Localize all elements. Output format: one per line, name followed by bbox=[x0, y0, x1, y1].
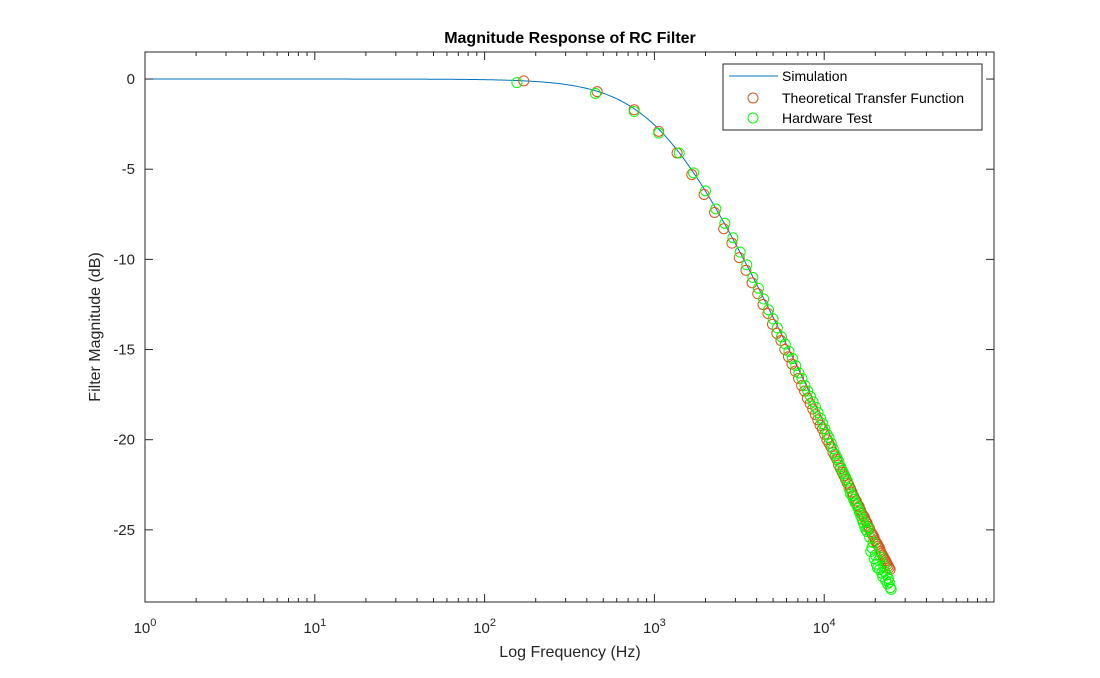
y-tick-label: -20 bbox=[113, 432, 135, 449]
hardware-point bbox=[849, 497, 861, 509]
hardware-point bbox=[812, 407, 824, 419]
hardware-point bbox=[710, 203, 722, 215]
hardware-point bbox=[799, 380, 811, 392]
hardware-point bbox=[867, 536, 879, 548]
hardware-point bbox=[771, 322, 783, 334]
hardware-point bbox=[884, 582, 896, 594]
y-tick-label: -25 bbox=[113, 522, 135, 539]
hardware-point bbox=[843, 482, 855, 494]
axes-layer: 100 101 102 103 104 0 -5 -10 -15 -20 -25 bbox=[113, 51, 995, 637]
legend-theoretical-label: Theoretical Transfer Function bbox=[782, 90, 964, 106]
theoretical-point bbox=[801, 392, 813, 404]
x-tick-label: 104 bbox=[813, 617, 836, 637]
legend-hardware-swatch bbox=[747, 112, 759, 124]
hardware-point bbox=[763, 304, 775, 316]
hardware-point bbox=[727, 232, 739, 244]
theoretical-point bbox=[518, 75, 530, 87]
hardware-point bbox=[814, 412, 826, 424]
theoretical-point bbox=[740, 264, 752, 276]
hardware-point bbox=[802, 385, 814, 397]
theoretical-point bbox=[686, 169, 698, 181]
plot-area bbox=[145, 52, 994, 602]
x-axis-ticks: 100 101 102 103 104 bbox=[134, 52, 987, 637]
hardware-point bbox=[817, 417, 829, 429]
x-tick-label: 100 bbox=[134, 617, 157, 637]
theoretical-point bbox=[733, 252, 745, 264]
x-tick-label: 102 bbox=[473, 617, 496, 637]
hardware-point bbox=[885, 583, 897, 595]
hardware-point bbox=[673, 147, 685, 159]
hardware-point bbox=[883, 576, 895, 588]
hardware-point bbox=[719, 217, 731, 229]
hardware-point bbox=[823, 432, 835, 444]
hardware-points bbox=[511, 77, 897, 595]
hardware-point bbox=[747, 271, 759, 283]
hardware-point bbox=[752, 282, 764, 294]
hardware-point bbox=[734, 246, 746, 258]
hardware-point bbox=[793, 367, 805, 379]
hardware-point bbox=[866, 542, 878, 554]
theoretical-point bbox=[856, 508, 868, 520]
hardware-point bbox=[628, 106, 640, 118]
hardware-point bbox=[779, 338, 791, 350]
y-tick-label: -5 bbox=[122, 161, 135, 178]
x-tick-label: 103 bbox=[643, 617, 666, 637]
hardware-point bbox=[819, 423, 831, 435]
theoretical-point bbox=[718, 223, 730, 235]
hardware-point bbox=[827, 443, 839, 455]
legend-hardware-label: Hardware Test bbox=[782, 110, 872, 126]
x-tick-label: 101 bbox=[303, 617, 326, 637]
hardware-point bbox=[807, 396, 819, 408]
legend-simulation-label: Simulation bbox=[782, 68, 847, 84]
chart-title: Magnitude Response of RC Filter bbox=[444, 30, 696, 47]
theoretical-point bbox=[793, 372, 805, 384]
y-axis-ticks: 0 -5 -10 -15 -20 -25 bbox=[113, 71, 994, 539]
hardware-point bbox=[767, 313, 779, 325]
x-axis-label: Log Frequency (Hz) bbox=[499, 644, 640, 661]
theoretical-point bbox=[804, 398, 816, 410]
hardware-point bbox=[775, 331, 787, 343]
hardware-point bbox=[700, 185, 712, 197]
theoretical-point bbox=[726, 237, 738, 249]
y-tick-label: 0 bbox=[127, 71, 135, 88]
legend-box bbox=[722, 63, 983, 131]
hardware-point bbox=[810, 401, 822, 413]
hardware-point bbox=[860, 524, 872, 536]
theoretical-point bbox=[591, 86, 603, 98]
legend-theoretical-swatch bbox=[747, 92, 759, 104]
hardware-point bbox=[864, 531, 876, 543]
hardware-point bbox=[741, 259, 753, 271]
hardware-point bbox=[825, 437, 837, 449]
axes-box bbox=[144, 51, 995, 603]
hardware-point bbox=[511, 77, 523, 89]
hardware-point bbox=[783, 345, 795, 357]
y-axis-label: Filter Magnitude (dB) bbox=[87, 252, 104, 401]
hardware-point bbox=[804, 390, 816, 402]
hardware-point bbox=[882, 578, 894, 590]
hardware-point bbox=[869, 549, 881, 561]
hardware-point bbox=[790, 360, 802, 372]
hardware-point bbox=[845, 488, 857, 500]
theoretical-point bbox=[746, 277, 758, 289]
hardware-point bbox=[862, 522, 874, 534]
legend: Simulation Theoretical Transfer Function… bbox=[722, 63, 983, 131]
hardware-point bbox=[653, 127, 665, 139]
hardware-point bbox=[688, 167, 700, 179]
hardware-point bbox=[758, 293, 770, 305]
data-layer bbox=[145, 75, 897, 595]
hardware-point bbox=[841, 475, 853, 487]
theoretical-point bbox=[796, 380, 808, 392]
hardware-point bbox=[590, 87, 602, 99]
hardware-point bbox=[786, 353, 798, 365]
y-tick-label: -10 bbox=[113, 251, 135, 268]
y-tick-label: -15 bbox=[113, 342, 135, 359]
hardware-point bbox=[796, 372, 808, 384]
